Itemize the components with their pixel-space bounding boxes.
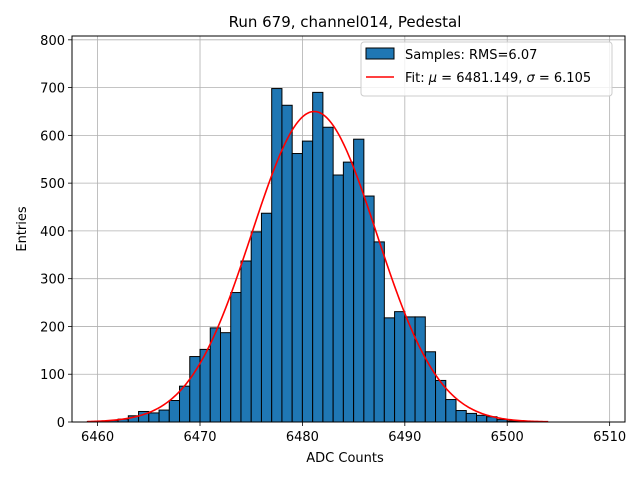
histogram-bar [260, 212, 273, 423]
histogram-bar [291, 153, 303, 423]
histogram-bars [86, 88, 529, 423]
y-tick-label: 100 [40, 368, 65, 383]
legend-fit-mu: μ [428, 71, 437, 86]
y-tick-label: 800 [40, 34, 65, 49]
histogram-bar [168, 400, 181, 423]
histogram-bar [281, 104, 293, 423]
histogram-bar [455, 410, 467, 423]
histogram-bar [240, 260, 252, 423]
histogram-bar [148, 412, 160, 423]
legend-fit-end: = 6.105 [535, 71, 591, 86]
legend-fit-sigma: σ [527, 71, 536, 86]
y-tick-label: 300 [40, 273, 65, 288]
x-tick-label: 6470 [183, 430, 216, 445]
y-tick-label: 700 [40, 82, 65, 97]
legend-label-fit: Fit: μ = 6481.149, σ = 6.105 [405, 71, 591, 86]
y-axis-label: Entries [15, 206, 30, 252]
histogram-bar [465, 412, 478, 423]
y-tick-label: 0 [57, 416, 65, 431]
histogram-bar [219, 332, 232, 423]
legend-fit-mid: = 6481.149, [437, 71, 526, 86]
x-axis-label: ADC Counts [306, 451, 384, 466]
y-tick-label: 400 [40, 225, 65, 240]
axis-ticks: 6460 6470 6480 6490 6500 6510 0 100 200 300 400 500… [40, 34, 626, 445]
histogram-bar [301, 140, 314, 423]
fit-curve [87, 110, 549, 423]
x-tick-label: 6460 [81, 430, 114, 445]
x-tick-label: 6480 [286, 430, 319, 445]
legend-swatch-samples [365, 47, 395, 60]
y-tick-label: 200 [40, 320, 65, 335]
histogram-bar [342, 161, 355, 423]
histogram-bar [445, 399, 457, 423]
legend-label-samples: Samples: RMS=6.07 [405, 48, 537, 63]
histogram-bar [414, 316, 426, 423]
histogram-bar [322, 126, 334, 423]
legend-box [360, 41, 613, 97]
histogram-bar [271, 88, 283, 423]
histogram-bar [230, 292, 242, 423]
histogram-bar [158, 409, 170, 423]
legend-fit-prefix: Fit: [405, 71, 429, 86]
histogram-bar [179, 385, 191, 423]
histogram-bar [476, 414, 488, 423]
y-tick-label: 500 [40, 177, 65, 192]
y-tick-label: 600 [40, 129, 65, 144]
histogram-bar [250, 231, 262, 423]
chart-title: Run 679, channel014, Pedestal [229, 13, 462, 31]
histogram-bar [312, 91, 324, 423]
x-tick-label: 6510 [593, 430, 626, 445]
legend: Samples: RMS=6.07 Fit: μ = 6481.149, σ =… [360, 41, 613, 97]
x-tick-label: 6500 [491, 430, 524, 445]
plot-frame [71, 35, 626, 423]
histogram-bar [383, 317, 396, 423]
histogram-bar [373, 241, 385, 423]
histogram-bar [363, 195, 375, 423]
histogram-bar [394, 311, 406, 423]
histogram-bar [332, 174, 344, 423]
x-tick-label: 6490 [388, 430, 421, 445]
